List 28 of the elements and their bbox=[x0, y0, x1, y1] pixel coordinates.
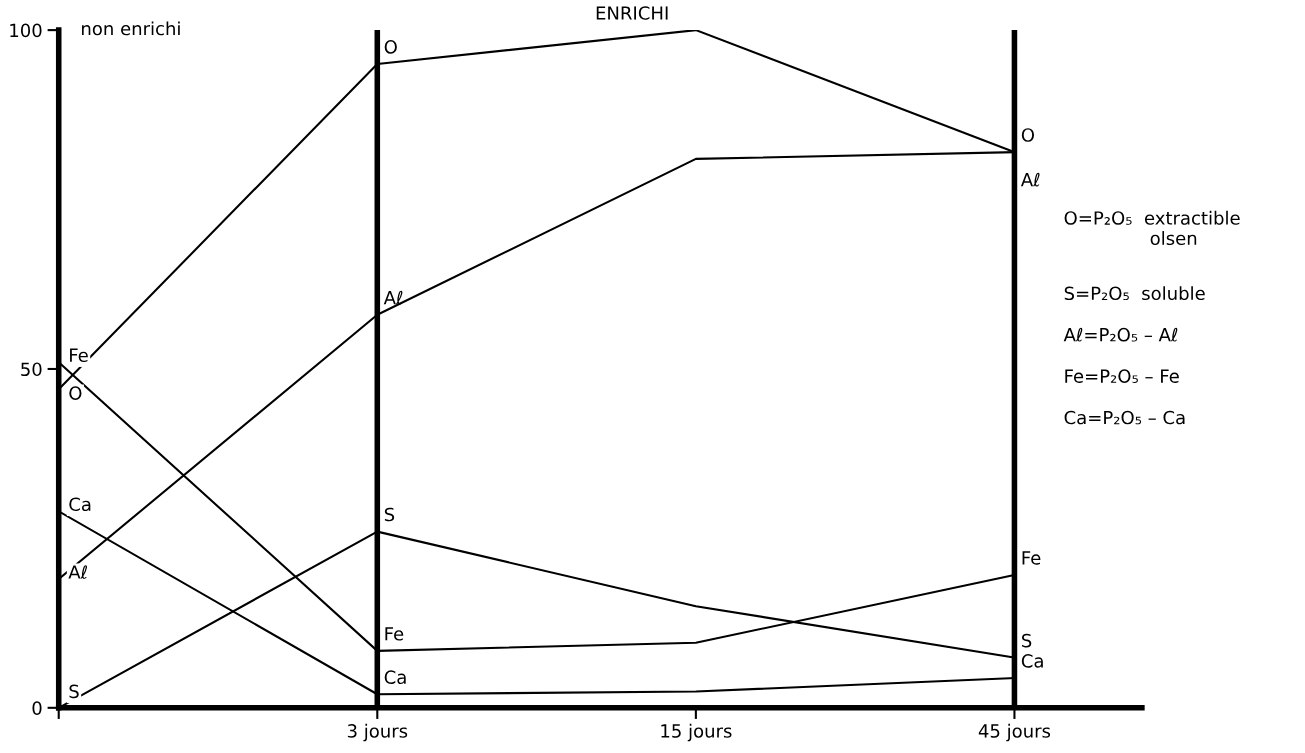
annotation: Ca bbox=[384, 670, 406, 684]
y-tick-label: 50 bbox=[21, 362, 42, 377]
annotation: S bbox=[384, 507, 395, 522]
annotation: Aℓ bbox=[383, 290, 403, 305]
annotation: O bbox=[384, 40, 397, 54]
text: ENRICHI bbox=[596, 6, 668, 20]
series-label: Fe bbox=[70, 348, 88, 363]
y-tick-label: 100 bbox=[10, 23, 42, 38]
annotation: Ca bbox=[1021, 654, 1043, 668]
annotation: Fe bbox=[385, 627, 404, 641]
series-label: Aℓ bbox=[68, 565, 87, 579]
annotation: Aℓ bbox=[1020, 172, 1040, 187]
annotation: Aℓ=P₂O₅ – Aℓ bbox=[1063, 327, 1178, 342]
annotation: non enrichi bbox=[82, 21, 180, 36]
annotation: S=P₂O₅ soluble bbox=[1064, 286, 1205, 301]
x-tick-label: 15 jours bbox=[661, 723, 732, 742]
annotation: Fe bbox=[1022, 551, 1041, 565]
annotation: O bbox=[1021, 128, 1035, 142]
series-label: Ca bbox=[69, 497, 91, 512]
x-tick-label: 45 jours bbox=[978, 723, 1051, 742]
annotation: Fe=P₂O₅ – Fe bbox=[1065, 369, 1179, 383]
y-tick-label: 0 bbox=[32, 701, 42, 715]
annotation: O=P₂O₅ extractible olsen bbox=[1064, 210, 1240, 246]
series-label: S bbox=[69, 684, 79, 699]
annotation: S bbox=[1022, 633, 1032, 648]
series-label: O bbox=[69, 386, 82, 400]
x-tick-label: 3 jours bbox=[347, 723, 408, 742]
annotation: Ca=P₂O₅ – Ca bbox=[1064, 410, 1185, 425]
